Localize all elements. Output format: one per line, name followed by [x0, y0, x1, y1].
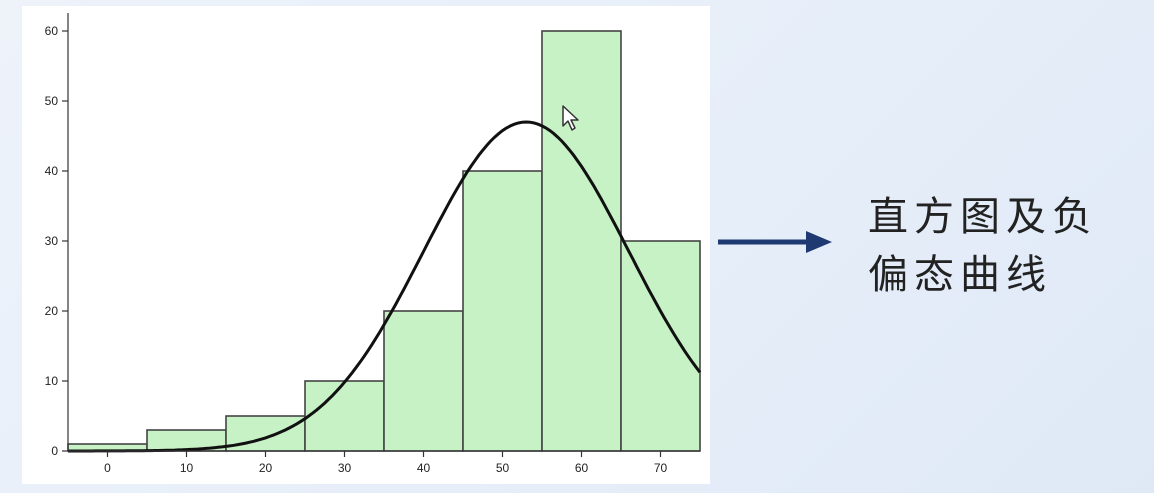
histogram-bar [462, 170, 543, 452]
histogram-chart: 0 10 20 30 40 50 60 0 10 20 30 40 50 60 70 [45, 13, 702, 475]
x-tick-label: 70 [654, 461, 668, 475]
y-tick-label: 50 [45, 94, 59, 108]
x-tick-label: 10 [180, 461, 194, 475]
right-arrow-icon [718, 231, 832, 253]
caption-text: 直方图及负 偏态曲线 [868, 188, 1128, 304]
y-tick-label: 40 [45, 164, 59, 178]
x-tick-label: 60 [575, 461, 589, 475]
y-tick-label: 20 [45, 304, 59, 318]
y-tick-label: 10 [45, 374, 59, 388]
mouse-cursor-icon [562, 105, 579, 131]
histogram-bar [541, 30, 622, 452]
curve-layer [68, 120, 702, 453]
histogram-panel: 0 10 20 30 40 50 60 0 10 20 30 40 50 60 70 [22, 6, 710, 484]
x-tick-label: 50 [496, 461, 510, 475]
caption-line-2: 偏态曲线 [868, 252, 1052, 298]
y-tick-label: 0 [51, 444, 58, 458]
axes-layer: 0 10 20 30 40 50 60 0 10 20 30 40 50 60 70 [45, 13, 700, 475]
caption-line-1: 直方图及负 [868, 194, 1098, 240]
x-tick-label: 30 [338, 461, 352, 475]
histogram-bar [304, 380, 385, 452]
x-tick-label: 0 [104, 461, 111, 475]
histogram-bar [620, 240, 701, 452]
bars-layer [67, 30, 701, 452]
y-tick-label: 60 [45, 24, 59, 38]
y-tick-label: 30 [45, 234, 59, 248]
x-tick-label: 40 [417, 461, 431, 475]
normal-curve-line [68, 120, 702, 453]
histogram-bar [383, 310, 464, 452]
x-tick-label: 20 [259, 461, 273, 475]
